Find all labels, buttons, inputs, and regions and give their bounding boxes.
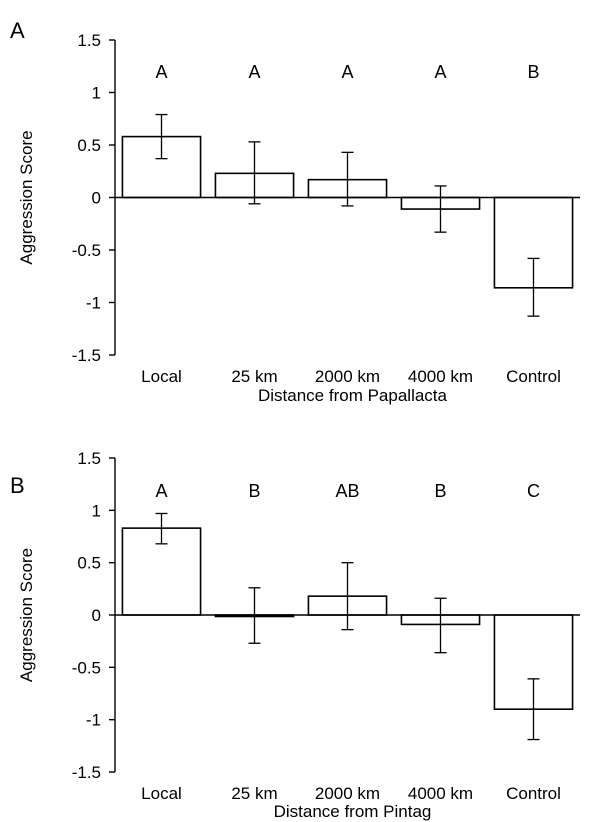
- panel-a-y-axis-title: Aggression Score: [17, 130, 36, 264]
- panel-a-significance-label: B: [527, 62, 539, 82]
- panel-a-significance-label: A: [248, 62, 260, 82]
- panel-a-y-tick-label: -0.5: [72, 241, 101, 260]
- panel-a-letter: A: [10, 18, 25, 43]
- panel-a-significance-label: A: [434, 62, 446, 82]
- panel-b-y-tick-label: 1.5: [77, 449, 101, 468]
- panel-b-x-tick-label: Control: [506, 784, 561, 803]
- panel-b-significance-label: B: [434, 481, 446, 501]
- panel-a-y-tick-label: -1.5: [72, 346, 101, 365]
- panel-a-y-tick-label: 0: [92, 189, 101, 208]
- panel-b-significance-label: B: [248, 481, 260, 501]
- panel-b-x-tick-label: Local: [141, 784, 182, 803]
- panel-a-x-tick-label: 2000 km: [315, 367, 380, 386]
- panel-a-y-tick-label: 1: [92, 84, 101, 103]
- panel-b-significance-label: AB: [335, 481, 359, 501]
- panel-a-y-tick-label: 1.5: [77, 31, 101, 50]
- panel-b-x-tick-label: 25 km: [231, 784, 277, 803]
- panel-a-significance-label: A: [155, 62, 167, 82]
- panel-a-y-tick-label: 0.5: [77, 136, 101, 155]
- panel-b-y-axis-title: Aggression Score: [17, 548, 36, 682]
- panel-b-y-tick-label: 0: [92, 606, 101, 625]
- panel-b-y-tick-label: -1: [86, 711, 101, 730]
- panel-b-x-axis-title: Distance from Pintag: [274, 802, 432, 821]
- panel-b-y-tick-label: -0.5: [72, 658, 101, 677]
- panel-b-letter: B: [10, 473, 25, 498]
- panel-b-x-tick-label: 4000 km: [408, 784, 473, 803]
- panel-a-x-tick-label: Control: [506, 367, 561, 386]
- panel-a-x-axis-title: Distance from Papallacta: [258, 386, 448, 405]
- panel-a-x-tick-label: Local: [141, 367, 182, 386]
- panel-b-y-tick-label: -1.5: [72, 763, 101, 782]
- panel-b-y-tick-label: 0.5: [77, 554, 101, 573]
- panel-b-x-tick-label: 2000 km: [315, 784, 380, 803]
- panel-a-significance-label: A: [341, 62, 353, 82]
- panel-b-y-tick-label: 1: [92, 501, 101, 520]
- panel-b-significance-label: C: [527, 481, 540, 501]
- panel-b-significance-label: A: [155, 481, 167, 501]
- panel-a-x-tick-label: 25 km: [231, 367, 277, 386]
- panel-a-x-tick-label: 4000 km: [408, 367, 473, 386]
- panel-a-y-tick-label: -1: [86, 294, 101, 313]
